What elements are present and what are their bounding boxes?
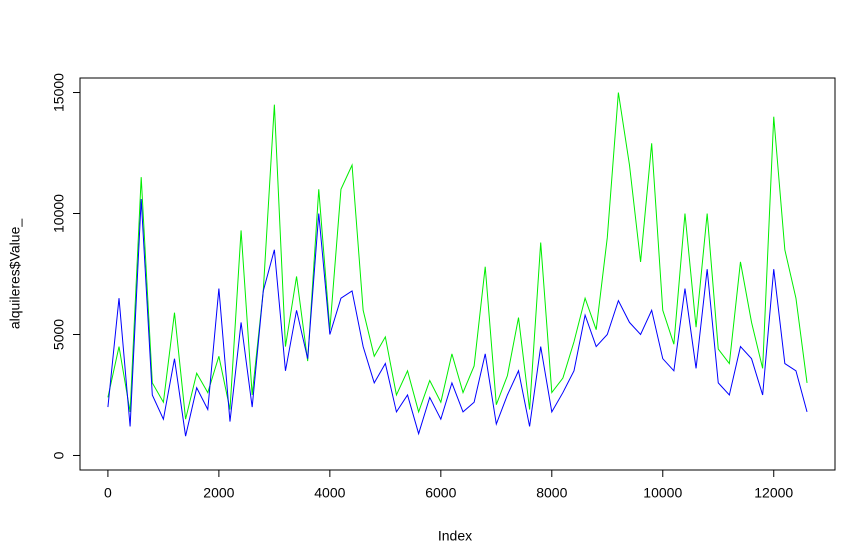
y-tick-label: 15000 <box>51 73 67 112</box>
x-tick-label: 0 <box>104 485 112 501</box>
y-axis-label: alquileres$Value_ <box>7 219 23 329</box>
x-tick-label: 2000 <box>203 485 234 501</box>
y-tick-label: 0 <box>51 451 67 459</box>
x-axis-label: Index <box>438 528 472 544</box>
x-tick-label: 4000 <box>314 485 345 501</box>
x-tick-label: 8000 <box>536 485 567 501</box>
series-line <box>107 92 808 420</box>
y-tick-label: 10000 <box>51 194 67 233</box>
x-tick-label: 10000 <box>643 485 682 501</box>
y-tick-label: 5000 <box>51 319 67 350</box>
x-tick-label: 12000 <box>754 485 793 501</box>
series-line <box>107 198 808 437</box>
x-tick-label: 6000 <box>425 485 456 501</box>
